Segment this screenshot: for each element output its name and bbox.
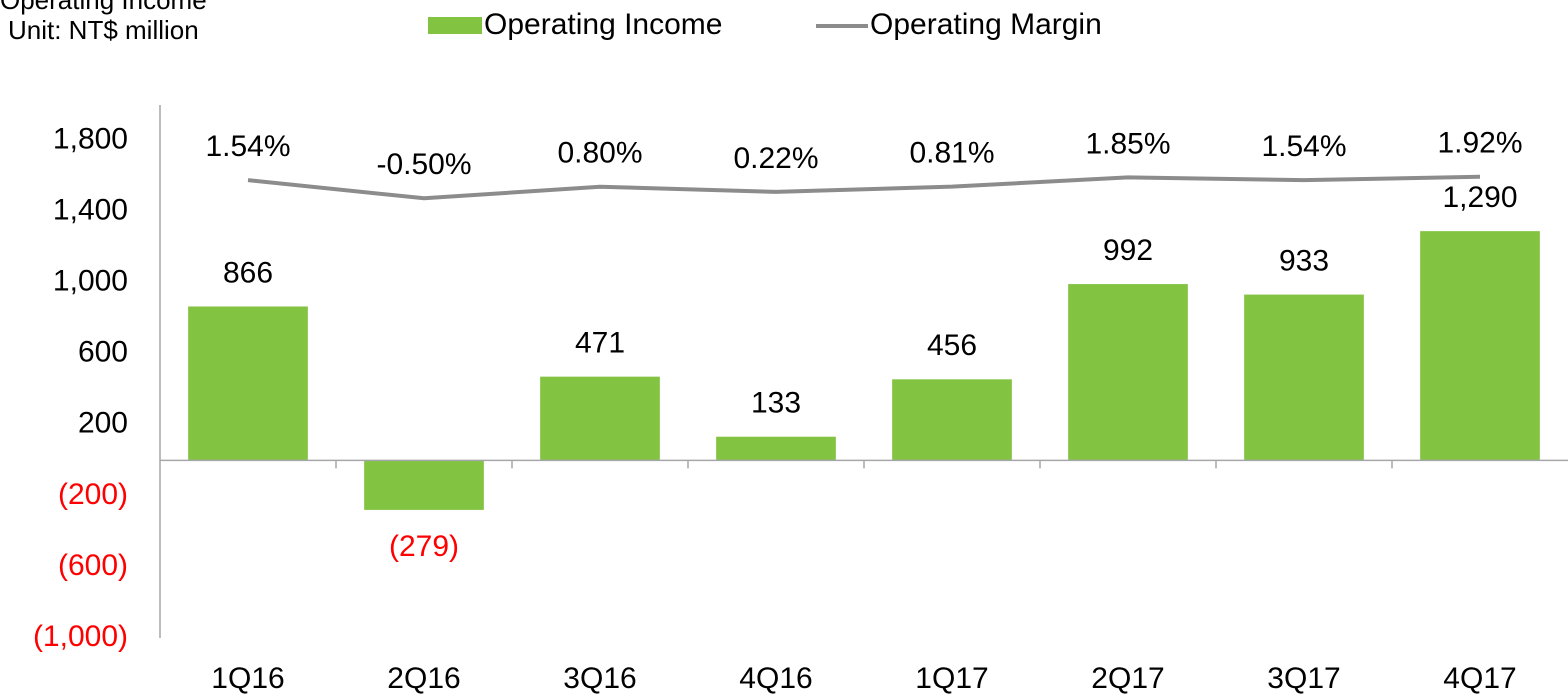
data-label: 133: [751, 387, 801, 420]
data-label: 471: [575, 327, 625, 360]
data-label: 1.85%: [1085, 127, 1170, 160]
data-label: 0.80%: [557, 137, 642, 170]
bar: [364, 460, 484, 510]
data-label: 1.54%: [205, 130, 290, 163]
chart-subtitle: Unit: NT$ million: [8, 15, 199, 45]
line: [247, 174, 1481, 201]
y-tick-label: (200): [58, 478, 128, 511]
y-tick-label: 200: [78, 407, 128, 440]
bar: [1244, 294, 1364, 461]
bar: [188, 306, 308, 461]
x-tick-label: 4Q17: [1443, 662, 1516, 695]
bar: [892, 379, 1012, 461]
x-tick-label: 3Q16: [563, 662, 636, 695]
y-tick-label: 1,800: [53, 122, 128, 155]
data-label: 1.54%: [1261, 130, 1346, 163]
data-label: 933: [1279, 244, 1329, 277]
data-label: 456: [927, 329, 977, 362]
x-tick-label: 2Q16: [387, 662, 460, 695]
y-tick-label: (1,000): [33, 620, 128, 653]
data-label: (279): [389, 530, 459, 563]
y-tick-label: (600): [58, 549, 128, 582]
data-label: 992: [1103, 234, 1153, 267]
x-tick-label: 1Q16: [211, 662, 284, 695]
x-tick-label: 2Q17: [1091, 662, 1164, 695]
y-tick-label: 600: [78, 336, 128, 369]
y-tick-label: 1,400: [53, 194, 128, 227]
bar: [1420, 231, 1540, 461]
legend-swatch: [428, 17, 482, 34]
data-label: 0.81%: [909, 137, 994, 170]
y-tick-label: 1,000: [53, 265, 128, 298]
legend-label: Operating Margin: [870, 8, 1102, 41]
data-label: 0.22%: [733, 142, 818, 175]
legend-label: Operating Income: [484, 8, 722, 41]
data-label: 866: [223, 256, 273, 289]
x-tick-label: 1Q17: [915, 662, 988, 695]
bar: [716, 436, 836, 461]
legend: Operating Income Operating Margin: [428, 8, 1102, 41]
x-tick-label: 3Q17: [1267, 662, 1340, 695]
data-label: 1.92%: [1437, 127, 1522, 160]
bar: [540, 376, 660, 461]
data-label: -0.50%: [376, 148, 471, 181]
data-label: 1,290: [1442, 181, 1517, 214]
chart-title: Operating Income: [0, 0, 207, 15]
bar: [1068, 284, 1188, 461]
x-tick-label: 4Q16: [739, 662, 812, 695]
